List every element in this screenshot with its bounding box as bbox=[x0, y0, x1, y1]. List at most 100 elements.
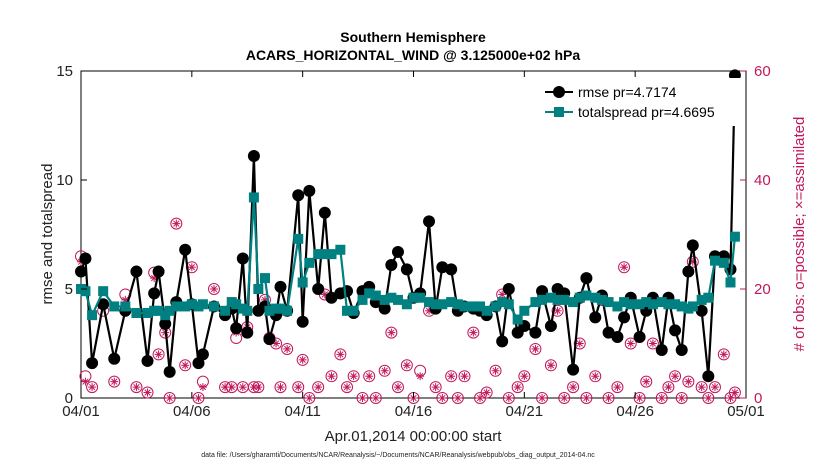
rmse-point bbox=[325, 291, 338, 304]
rmse-point bbox=[378, 302, 391, 315]
totalspread-point bbox=[497, 297, 508, 308]
obs-assimilated-point bbox=[460, 372, 469, 381]
obs-assimilated-point bbox=[438, 394, 447, 402]
obs-possible-point bbox=[633, 392, 646, 404]
totalspread-point bbox=[364, 288, 375, 299]
obs-possible-point bbox=[640, 375, 653, 388]
totalspread-point bbox=[519, 305, 530, 316]
obs-possible-point bbox=[669, 370, 682, 383]
y-tick-label: 10 bbox=[56, 172, 73, 189]
rmse-point bbox=[385, 259, 398, 272]
obs-assimilated-point bbox=[132, 383, 141, 392]
rmse-point bbox=[536, 285, 549, 298]
obs-assimilated-point bbox=[172, 219, 181, 228]
rmse-point bbox=[567, 363, 580, 376]
rmse-point bbox=[669, 324, 682, 337]
obs-assimilated-point bbox=[110, 377, 119, 386]
totalspread-point bbox=[430, 299, 441, 310]
totalspread-point bbox=[253, 284, 264, 294]
obs-assimilated-point bbox=[447, 372, 456, 381]
rmse-point bbox=[292, 189, 305, 202]
totalspread-point bbox=[603, 297, 614, 308]
obs-assimilated-point bbox=[582, 394, 591, 402]
obs-assimilated-point bbox=[283, 344, 292, 353]
totalspread-point bbox=[293, 233, 304, 244]
obs-assimilated-point bbox=[469, 328, 478, 337]
rmse-point bbox=[159, 317, 172, 330]
rmse-point bbox=[686, 239, 699, 252]
obs-possible-point bbox=[502, 392, 515, 404]
y-tick-label: 0 bbox=[65, 390, 73, 407]
totalspread-point bbox=[625, 299, 636, 310]
rmse-point bbox=[655, 344, 668, 357]
totalspread-point bbox=[386, 292, 397, 303]
totalspread-point bbox=[164, 305, 175, 316]
obs-assimilated-point bbox=[371, 394, 380, 402]
rmse-point bbox=[618, 311, 631, 324]
obs-possible-point bbox=[675, 392, 688, 404]
obs-possible-point bbox=[192, 392, 205, 404]
totalspread-point bbox=[209, 301, 219, 312]
obs-assimilated-point bbox=[402, 361, 411, 370]
obs-assimilated-point bbox=[504, 394, 513, 402]
totalspread-point bbox=[619, 297, 630, 308]
obs-assimilated-point bbox=[491, 366, 500, 375]
obs-assimilated-point bbox=[726, 394, 735, 402]
obs-assimilated-point bbox=[453, 394, 462, 402]
rmse-point bbox=[702, 370, 715, 383]
totalspread-point bbox=[171, 301, 182, 312]
obs-possible-point bbox=[141, 386, 154, 399]
totalspread-point bbox=[475, 301, 485, 312]
totalspread-point bbox=[612, 301, 623, 312]
totalspread-point bbox=[581, 290, 592, 301]
obs-possible-point bbox=[130, 381, 143, 394]
obs-possible-point bbox=[686, 255, 699, 268]
totalspread-point bbox=[437, 299, 448, 310]
totalspread-point bbox=[729, 231, 740, 242]
obs-assimilated-point bbox=[254, 383, 263, 392]
totalspread-point bbox=[248, 192, 259, 203]
obs-possible-point bbox=[558, 392, 571, 404]
obs-assimilated-point bbox=[227, 383, 236, 392]
x-tick-label: 04/16 bbox=[395, 403, 433, 420]
obs-assimilated-point bbox=[314, 383, 323, 392]
y2-tick-label: 40 bbox=[754, 172, 771, 189]
obs-assimilated-point bbox=[143, 388, 152, 397]
obs-assimilated-point bbox=[538, 394, 547, 402]
obs-assimilated-point bbox=[305, 394, 314, 402]
obs-assimilated-point bbox=[165, 394, 174, 402]
rmse-point bbox=[695, 304, 708, 317]
totalspread-point bbox=[568, 297, 579, 308]
obs-possible-point bbox=[334, 348, 347, 361]
obs-possible-point bbox=[391, 381, 404, 394]
totalspread-point bbox=[676, 301, 687, 312]
obs-assimilated-point bbox=[187, 263, 196, 272]
obs-assimilated-point bbox=[553, 306, 562, 315]
obs-possible-point bbox=[529, 342, 542, 355]
x-tick-label: 04/11 bbox=[284, 403, 320, 420]
totalspread-point bbox=[348, 305, 359, 316]
obs-possible-point bbox=[363, 370, 376, 383]
totalspread-point bbox=[304, 257, 315, 268]
y-tick-label: 5 bbox=[65, 281, 73, 298]
rmse-point bbox=[589, 311, 602, 324]
obs-assimilated-point bbox=[704, 394, 713, 402]
y2-axis-label: # of obs: o=possible; ×=assimilated bbox=[791, 117, 808, 352]
obs-possible-point bbox=[708, 381, 721, 394]
obs-assimilated-point bbox=[664, 383, 673, 392]
series-layer bbox=[75, 69, 741, 383]
totalspread-point bbox=[259, 273, 270, 284]
obs-possible-point bbox=[573, 337, 586, 350]
totalspread-point bbox=[641, 297, 652, 308]
obs-possible-point bbox=[618, 261, 631, 274]
obs-assimilated-point bbox=[238, 383, 247, 392]
totalspread-point bbox=[590, 292, 601, 303]
obs-assimilated-point bbox=[343, 383, 351, 392]
obs-possible-point bbox=[489, 364, 502, 377]
obs-assimilated-point bbox=[336, 350, 345, 359]
totalspread-point bbox=[718, 257, 729, 268]
totalspread-point bbox=[120, 301, 131, 312]
obs-possible-point bbox=[518, 370, 531, 383]
obs-assimilated-point bbox=[81, 377, 90, 386]
